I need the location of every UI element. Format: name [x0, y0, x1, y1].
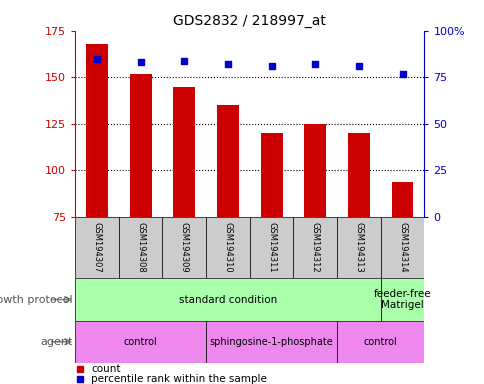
Bar — [391, 182, 412, 357]
Point — [180, 58, 188, 64]
Bar — [216, 105, 238, 357]
Text: control: control — [363, 337, 397, 347]
Bar — [347, 133, 369, 357]
Text: GSM194309: GSM194309 — [180, 222, 188, 273]
Bar — [206, 217, 249, 278]
Point — [267, 63, 275, 69]
Text: GSM194310: GSM194310 — [223, 222, 232, 273]
Text: standard condition: standard condition — [179, 295, 276, 305]
Bar — [303, 124, 325, 357]
Bar — [75, 321, 206, 363]
Text: GSM194308: GSM194308 — [136, 222, 145, 273]
Bar — [260, 133, 282, 357]
Text: GSM194314: GSM194314 — [397, 222, 406, 273]
Text: GSM194313: GSM194313 — [354, 222, 363, 273]
Text: control: control — [123, 337, 157, 347]
Point — [354, 63, 362, 69]
Point — [93, 56, 101, 62]
Bar — [75, 217, 119, 278]
Bar — [162, 217, 206, 278]
Bar — [206, 321, 336, 363]
Bar — [380, 278, 424, 321]
Text: count: count — [91, 364, 120, 374]
Text: agent: agent — [40, 337, 73, 347]
Text: GSM194307: GSM194307 — [92, 222, 101, 273]
Bar — [75, 278, 380, 321]
Point — [224, 61, 231, 67]
Text: growth protocol: growth protocol — [0, 295, 73, 305]
Bar — [249, 217, 293, 278]
Bar — [380, 217, 424, 278]
Bar — [336, 217, 380, 278]
Bar — [119, 217, 162, 278]
Title: GDS2832 / 218997_at: GDS2832 / 218997_at — [173, 14, 326, 28]
Bar — [129, 74, 151, 357]
Text: percentile rank within the sample: percentile rank within the sample — [91, 374, 266, 384]
Text: GSM194311: GSM194311 — [267, 222, 275, 273]
Bar — [293, 217, 336, 278]
Point — [398, 71, 406, 77]
Point — [136, 59, 144, 65]
Bar — [336, 321, 424, 363]
Text: GSM194312: GSM194312 — [310, 222, 319, 273]
Text: sphingosine-1-phosphate: sphingosine-1-phosphate — [209, 337, 333, 347]
Point — [311, 61, 318, 67]
Text: feeder-free
Matrigel: feeder-free Matrigel — [373, 289, 430, 310]
Bar — [86, 44, 107, 357]
Bar — [173, 87, 195, 357]
